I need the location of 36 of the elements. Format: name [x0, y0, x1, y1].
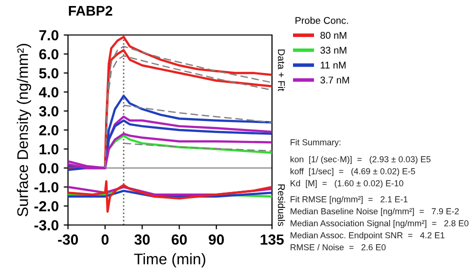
legend-label: 80 nM — [320, 32, 346, 39]
y-axis-title: Surface Density (ng/mm²) — [16, 44, 32, 216]
text: Kd [M] = (1.60 ± 0.02) E-10 — [290, 180, 404, 188]
legend-title: Probe Conc. — [296, 16, 348, 24]
text: Data + Fit — [278, 50, 286, 92]
text: Median Assoc. Endpoint SNR = 4.2 E1 — [290, 232, 444, 240]
legend-label: 11 nM — [320, 62, 346, 68]
text: koff [1/sec] = (4.69 ± 0.02) E-5 — [290, 168, 416, 176]
text: Residuals — [278, 184, 286, 226]
y-tick-label: 1.0 — [40, 144, 58, 154]
y-tick-label: 5.0 — [39, 68, 58, 78]
y-tick-label: 4.0 — [38, 87, 58, 98]
x-tick-label: 90 — [208, 234, 224, 245]
legend-label: 33 nM — [320, 46, 346, 54]
text: kon [1/ (sec·M)] = (2.93 ± 0.03) E5 — [290, 156, 431, 164]
text: Median Baseline Noise [ng/mm²] = 7.9 E-2 — [290, 208, 459, 216]
text: RMSE / Noise = 2.6 E0 — [290, 244, 386, 250]
chart-title: FABP2 — [68, 6, 112, 16]
x-axis-title: Time (min) — [134, 253, 206, 268]
x-tick-label: 135 — [260, 234, 284, 245]
x-tick-label: 60 — [172, 234, 187, 245]
x-tick-label: -30 — [58, 234, 78, 245]
y-tick-label: 7.0 — [39, 30, 58, 40]
x-tick-label: 30 — [134, 234, 150, 245]
x-tick-label: 0 — [102, 234, 109, 245]
y-tick-label: -3.0 — [34, 220, 58, 230]
text: Fit Summary: — [290, 138, 340, 148]
text: Median Association Signal [ng/mm²] = 2.8 E0 — [290, 220, 468, 228]
y-tick-label: 0.0 — [39, 163, 58, 174]
text: Fit RMSE [ng/mm²] = 2.1 E-1 — [290, 196, 408, 204]
y-tick-label: -2.0 — [34, 201, 58, 212]
y-tick-label: 2.0 — [39, 125, 58, 136]
y-tick-label: -1.0 — [34, 182, 58, 192]
y-tick-label: 6.0 — [39, 49, 58, 60]
y-tick-label: 3.0 — [39, 106, 58, 116]
legend-label: 3.7 nM — [320, 76, 349, 84]
